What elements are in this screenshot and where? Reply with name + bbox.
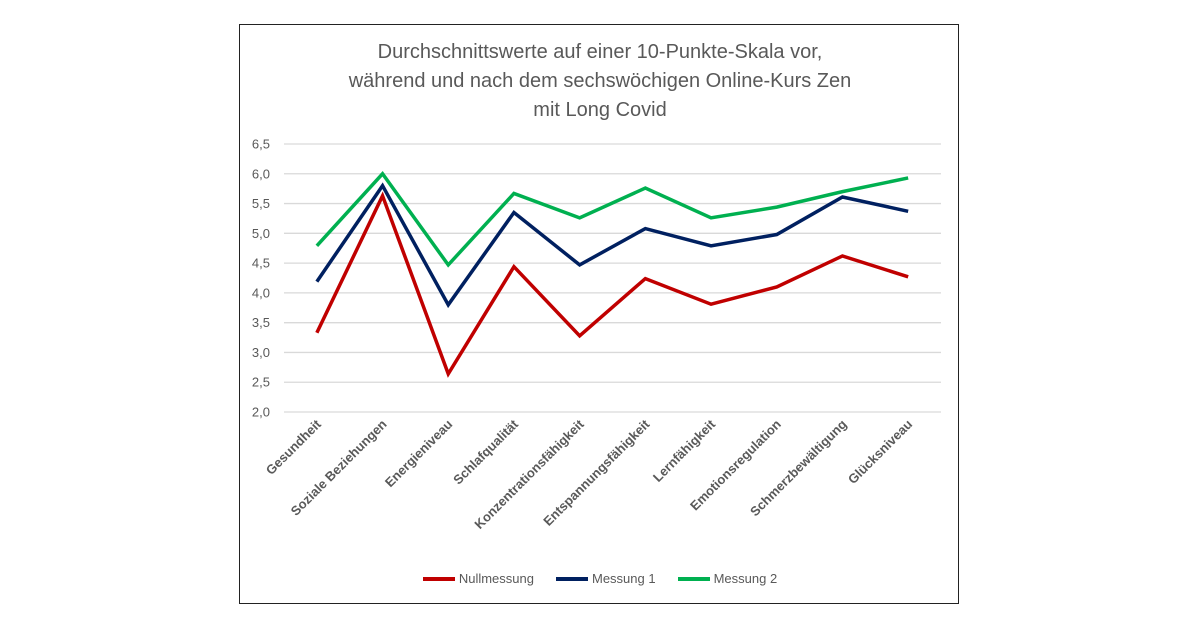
series-line-nullmessung xyxy=(315,191,909,378)
chart-title: Durchschnittswerte auf einer 10-Punkte-S… xyxy=(240,38,960,125)
series-line-messung-2 xyxy=(315,171,909,268)
x-tick-label: Lernfähigkeit xyxy=(650,416,719,485)
legend-label: Messung 1 xyxy=(591,571,656,586)
y-tick-label: 4,0 xyxy=(252,285,270,300)
y-tick-label: 2,5 xyxy=(252,375,270,390)
title-line: Durchschnittswerte auf einer 10-Punkte-S… xyxy=(377,41,823,63)
x-tick-label: Energieniveau xyxy=(382,416,455,489)
y-tick-label: 4,5 xyxy=(252,256,270,271)
legend-item: Messung 1 xyxy=(555,571,656,586)
x-tick-label: Gesundheit xyxy=(263,416,325,478)
y-tick-label: 6,5 xyxy=(252,137,270,152)
series-line-messung-1 xyxy=(315,182,909,309)
legend-item: Nullmessung xyxy=(422,571,534,586)
chart-frame xyxy=(239,24,959,604)
x-tick-label: Schlafqualität xyxy=(450,416,521,487)
x-tick-label: Konzentrationsfähigkeit xyxy=(471,416,587,532)
y-tick-label: 3,0 xyxy=(252,345,270,360)
x-tick-label: Glücksniveau xyxy=(845,416,915,486)
legend-label: Messung 2 xyxy=(713,571,778,586)
legend-label: Nullmessung xyxy=(458,571,534,586)
y-tick-label: 5,5 xyxy=(252,196,270,211)
legend-swatch xyxy=(422,576,455,581)
legend-swatch xyxy=(677,576,710,581)
legend: Nullmessung Messung 1 Messung 2 xyxy=(0,571,1200,586)
title-line: während und nach dem sechswöchigen Onlin… xyxy=(348,70,852,92)
legend-item: Messung 2 xyxy=(677,571,778,586)
y-tick-label: 2,0 xyxy=(252,405,270,420)
y-tick-label: 6,0 xyxy=(252,166,270,181)
title-line: mit Long Covid xyxy=(533,99,667,121)
x-tick-label: Entspannungsfähigkeit xyxy=(540,416,653,529)
y-tick-label: 3,5 xyxy=(252,315,270,330)
y-tick-label: 5,0 xyxy=(252,226,270,241)
legend-swatch xyxy=(555,576,588,581)
